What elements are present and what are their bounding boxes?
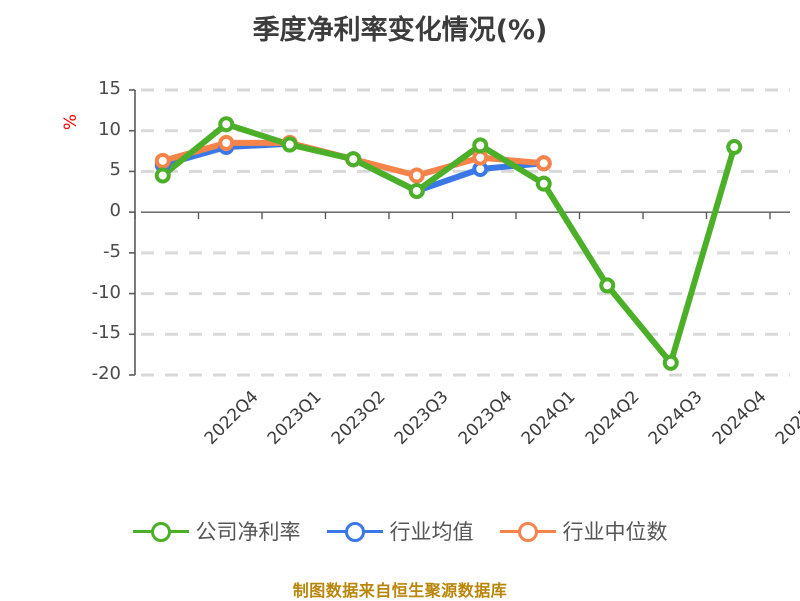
data-point	[408, 182, 425, 199]
legend-label: 行业中位数	[562, 520, 668, 544]
legend-item-industry-mean[interactable]: 行业均值	[326, 516, 474, 546]
series-line	[159, 121, 738, 366]
axes-group	[129, 89, 771, 376]
legend-label: 公司净利率	[195, 520, 301, 544]
data-point	[345, 151, 362, 168]
y-tick-label: -20	[91, 363, 121, 384]
data-point	[472, 137, 489, 154]
legend-item-industry-median[interactable]: 行业中位数	[499, 516, 668, 546]
legend-dot	[344, 522, 365, 542]
data-point	[218, 134, 235, 151]
data-point	[408, 167, 425, 184]
legend-dot	[150, 522, 171, 542]
data-point	[599, 277, 616, 294]
y-tick-label: -5	[103, 240, 121, 262]
y-tick-label: 10	[98, 118, 121, 140]
legend-marker-icon	[132, 520, 189, 542]
data-point	[472, 149, 489, 166]
legend-marker-icon	[499, 520, 556, 542]
y-tick-label: -10	[91, 281, 121, 303]
data-point	[281, 136, 298, 153]
data-point	[662, 354, 679, 371]
legend-label: 行业均值	[389, 520, 474, 544]
data-point	[218, 116, 235, 133]
series-lines-group	[159, 121, 738, 366]
y-tick-label: 15	[98, 78, 121, 99]
chart-title: 季度净利率变化情况(%)	[252, 15, 548, 46]
data-point	[535, 155, 552, 172]
y-tick-label: 0	[109, 200, 121, 222]
legend-marker-icon	[326, 520, 383, 542]
gridlines-group	[141, 88, 790, 377]
y-tick-label: -15	[91, 322, 121, 344]
data-point	[726, 139, 743, 155]
legend-dot	[517, 522, 538, 542]
data-point	[154, 167, 171, 184]
series-points-group	[154, 116, 743, 371]
chart-legend: 公司净利率 行业均值 行业中位数	[0, 516, 800, 546]
data-point	[154, 152, 171, 169]
data-point	[535, 175, 552, 192]
y-tick-label: 5	[109, 159, 121, 181]
legend-item-company[interactable]: 公司净利率	[132, 516, 301, 546]
footer-source-note: 制图数据来自恒生聚源数据库	[292, 581, 508, 600]
